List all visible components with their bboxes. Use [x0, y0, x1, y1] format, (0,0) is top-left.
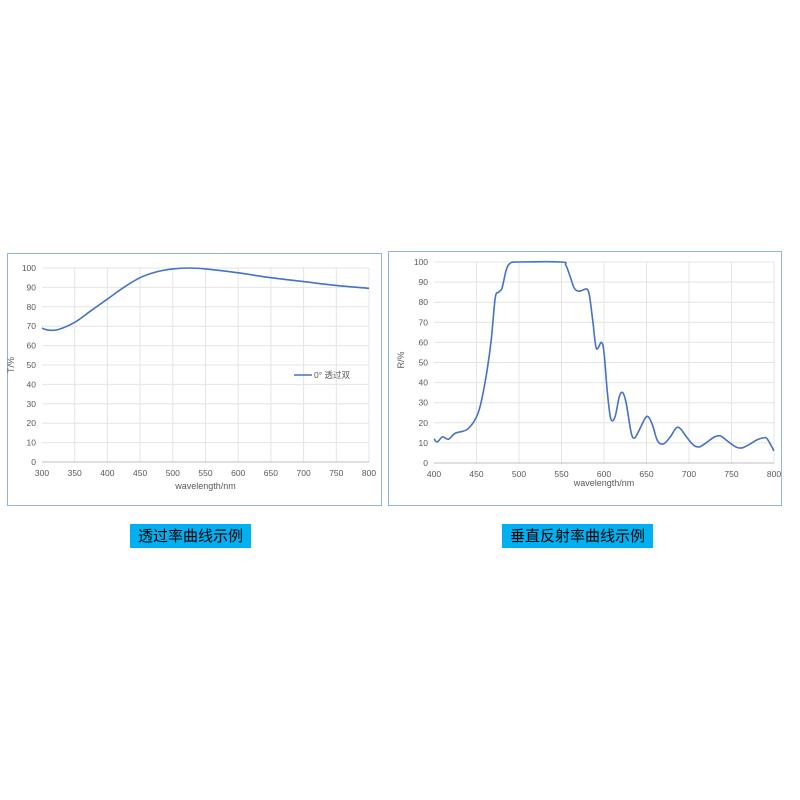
y-tick-label: 20: [419, 418, 429, 428]
x-tick-label: 500: [512, 469, 526, 479]
x-tick-label: 400: [100, 468, 114, 478]
x-tick-label: 550: [198, 468, 212, 478]
x-axis-label: wavelength/nm: [174, 481, 236, 491]
y-tick-label: 0: [31, 457, 36, 467]
y-tick-label: 10: [27, 438, 37, 448]
legend-label: 0° 透过双: [314, 370, 350, 380]
y-axis-label: R/%: [396, 351, 406, 368]
y-axis-label: T/%: [6, 357, 16, 373]
y-tick-label: 40: [27, 379, 37, 389]
y-tick-label: 50: [419, 358, 429, 368]
x-tick-label: 450: [469, 469, 483, 479]
y-tick-label: 70: [27, 321, 37, 331]
y-tick-label: 50: [27, 360, 37, 370]
y-tick-label: 90: [27, 282, 37, 292]
x-tick-label: 800: [767, 469, 781, 479]
y-tick-label: 30: [27, 399, 37, 409]
x-tick-label: 500: [166, 468, 180, 478]
x-tick-label: 300: [35, 468, 49, 478]
y-tick-label: 20: [27, 418, 37, 428]
y-tick-label: 40: [419, 378, 429, 388]
x-tick-label: 600: [597, 469, 611, 479]
x-tick-label: 400: [427, 469, 441, 479]
y-tick-label: 60: [27, 341, 37, 351]
x-tick-label: 350: [68, 468, 82, 478]
caption-transmittance: 透过率曲线示例: [130, 524, 252, 548]
y-tick-label: 90: [419, 277, 429, 287]
x-tick-label: 750: [724, 469, 738, 479]
series-line: [41, 267, 370, 332]
y-tick-label: 80: [419, 297, 429, 307]
y-tick-label: 60: [419, 337, 429, 347]
y-tick-label: 80: [27, 302, 37, 312]
x-tick-label: 650: [639, 469, 653, 479]
y-tick-label: 0: [423, 458, 428, 468]
y-tick-label: 30: [419, 398, 429, 408]
x-tick-label: 800: [362, 468, 376, 478]
y-tick-label: 100: [22, 263, 36, 273]
x-tick-label: 450: [133, 468, 147, 478]
y-tick-label: 70: [419, 317, 429, 327]
y-tick-label: 10: [419, 438, 429, 448]
x-tick-label: 700: [297, 468, 311, 478]
caption-reflectance: 垂直反射率曲线示例: [502, 524, 654, 548]
series-line: [433, 260, 775, 452]
x-axis-label: wavelength/nm: [573, 478, 635, 488]
x-tick-label: 700: [682, 469, 696, 479]
x-tick-label: 650: [264, 468, 278, 478]
transmittance-chart-frame: [7, 253, 382, 506]
x-tick-label: 600: [231, 468, 245, 478]
y-tick-label: 100: [414, 257, 428, 267]
x-tick-label: 550: [554, 469, 568, 479]
x-tick-label: 750: [329, 468, 343, 478]
